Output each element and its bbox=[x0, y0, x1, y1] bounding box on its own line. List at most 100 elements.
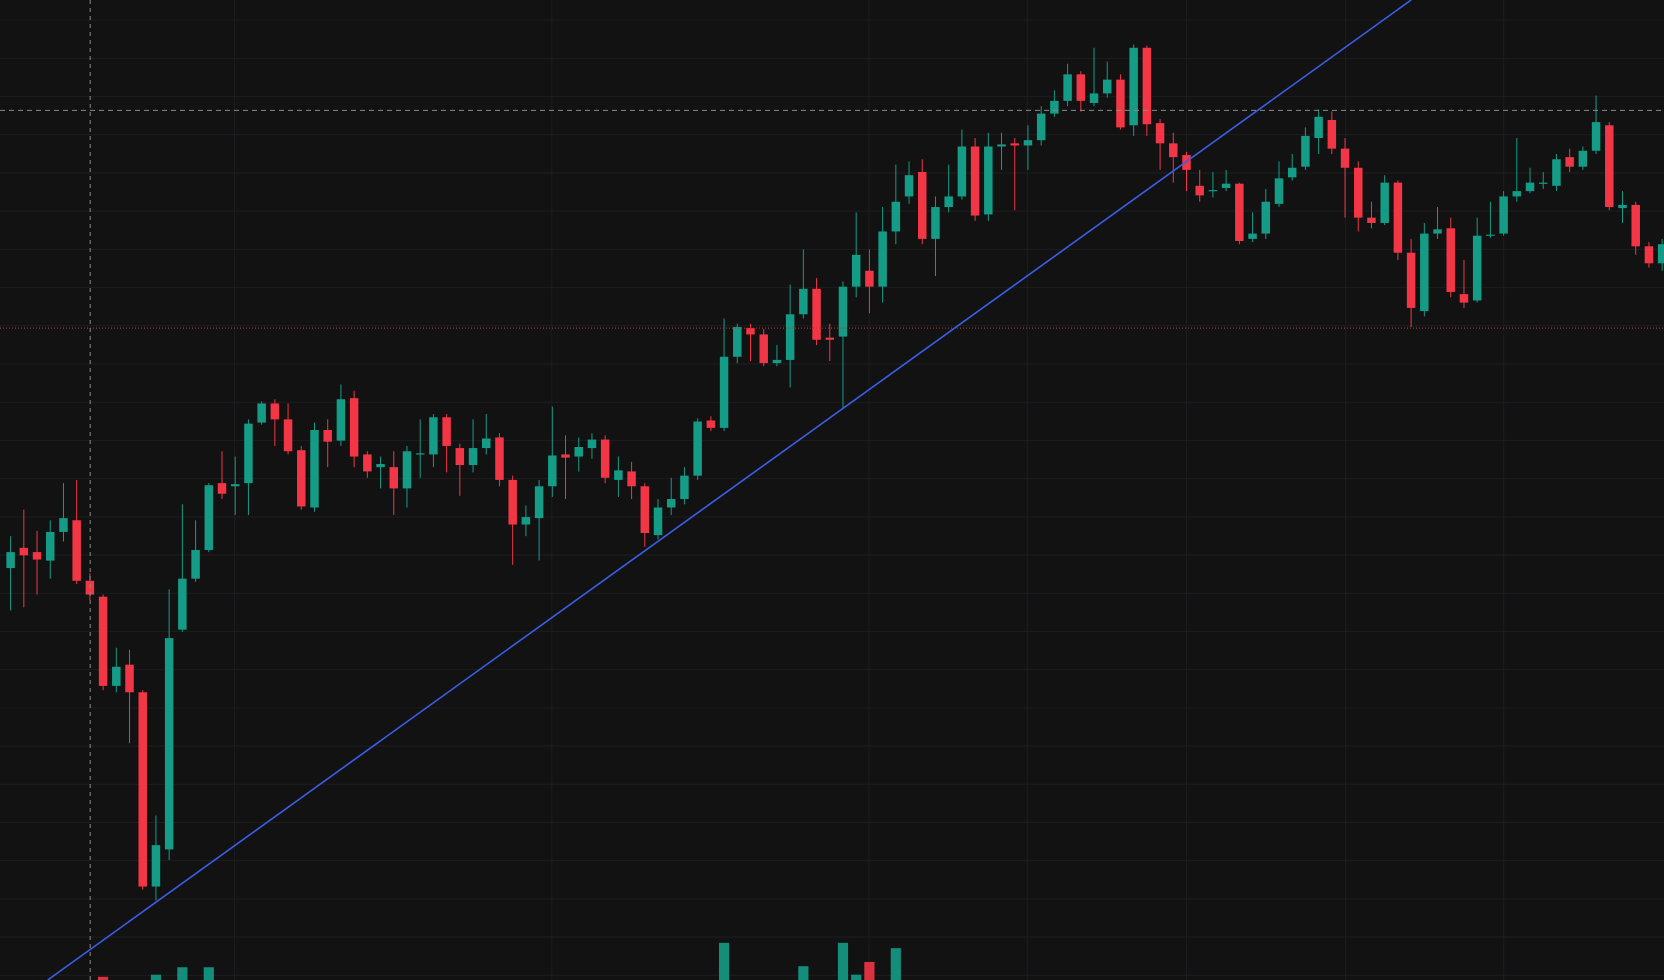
candle-body bbox=[1076, 74, 1086, 101]
candle-body bbox=[1235, 183, 1244, 242]
candle-body bbox=[270, 403, 280, 420]
candle-body bbox=[1327, 119, 1337, 149]
candle-body bbox=[521, 517, 531, 525]
volume-bar bbox=[851, 974, 862, 980]
candle-body bbox=[772, 359, 782, 364]
candle-body bbox=[944, 196, 953, 208]
candle-body bbox=[865, 270, 874, 287]
candle-body bbox=[1063, 74, 1072, 101]
candle-body bbox=[1618, 204, 1627, 209]
candle-body bbox=[6, 552, 15, 569]
candle-body bbox=[1340, 148, 1350, 168]
candle-body bbox=[1221, 183, 1231, 188]
candle-body bbox=[1393, 182, 1403, 253]
candle-body bbox=[653, 507, 663, 536]
candle-body bbox=[1169, 143, 1178, 158]
candle-body bbox=[693, 421, 702, 476]
candle-body bbox=[1129, 47, 1138, 126]
candle-body bbox=[1657, 244, 1664, 264]
candle-body bbox=[600, 439, 610, 478]
candle-body bbox=[1301, 135, 1310, 167]
candle-body bbox=[984, 146, 993, 215]
candle-body bbox=[46, 531, 55, 561]
candle-body bbox=[349, 398, 359, 457]
candle-body bbox=[706, 420, 716, 428]
candle-body bbox=[1287, 167, 1297, 178]
candle-body bbox=[666, 499, 676, 508]
candle-body bbox=[495, 437, 504, 480]
candle-body bbox=[931, 207, 940, 239]
candle-body bbox=[1314, 116, 1323, 139]
candle-body bbox=[1195, 185, 1204, 196]
candle-body bbox=[1631, 204, 1640, 247]
volume-bar bbox=[798, 966, 809, 980]
candle-body bbox=[799, 288, 808, 315]
candle-body bbox=[1446, 228, 1455, 292]
volume-bar bbox=[718, 942, 730, 980]
candle-body bbox=[310, 430, 319, 508]
candle-body bbox=[1578, 150, 1588, 167]
candle-body bbox=[217, 483, 227, 494]
candle-body bbox=[1274, 178, 1284, 204]
candle-body bbox=[429, 417, 438, 455]
candle-body bbox=[164, 638, 174, 850]
candle-body bbox=[1116, 79, 1125, 128]
candle-body bbox=[785, 314, 795, 360]
volume-bar bbox=[98, 976, 109, 980]
volume-bar bbox=[837, 942, 849, 980]
candle-body bbox=[759, 334, 768, 364]
candle-body bbox=[1089, 93, 1099, 103]
candle-body bbox=[1499, 196, 1508, 234]
volume-bar bbox=[150, 974, 162, 980]
candle-body bbox=[402, 451, 412, 489]
candle-body bbox=[1050, 100, 1059, 114]
candle-body bbox=[1010, 143, 1019, 146]
candle-body bbox=[957, 146, 967, 197]
candle-body bbox=[891, 201, 901, 232]
candle-body bbox=[561, 454, 570, 458]
candle-body bbox=[1406, 252, 1416, 308]
candle-body bbox=[574, 446, 583, 457]
candle-body bbox=[1565, 157, 1574, 167]
candle-body bbox=[1208, 190, 1218, 192]
candle-body bbox=[72, 520, 81, 581]
candle-body bbox=[1261, 201, 1271, 234]
candle-body bbox=[283, 419, 293, 452]
volume-bar bbox=[864, 961, 875, 980]
candle-body bbox=[1644, 246, 1654, 264]
candle-body bbox=[838, 286, 848, 337]
candle-body bbox=[482, 438, 491, 449]
candle-body bbox=[1538, 182, 1548, 184]
candle-body bbox=[587, 439, 597, 449]
candle-body bbox=[997, 144, 1006, 147]
candle-body bbox=[1420, 233, 1429, 312]
candle-body bbox=[468, 448, 478, 466]
candle-body bbox=[918, 172, 927, 239]
candle-body bbox=[1102, 79, 1112, 94]
candle-body bbox=[640, 486, 650, 534]
candle-body bbox=[851, 254, 861, 287]
candle-body bbox=[1248, 233, 1257, 239]
candle-body bbox=[32, 552, 42, 560]
candle-body bbox=[904, 175, 914, 197]
candle-body bbox=[812, 288, 821, 340]
candle-body bbox=[244, 423, 253, 484]
candle-body bbox=[1472, 235, 1482, 301]
candle-body bbox=[534, 486, 544, 519]
candle-body bbox=[1486, 234, 1495, 236]
candle-body bbox=[1155, 123, 1165, 144]
candle-body bbox=[125, 664, 134, 693]
candle-body bbox=[1367, 217, 1376, 223]
candle-body bbox=[1525, 182, 1535, 192]
candle-body bbox=[680, 475, 689, 500]
candle-body bbox=[376, 463, 385, 468]
candle-body bbox=[455, 448, 465, 466]
candle-body bbox=[1605, 125, 1614, 208]
candle-body bbox=[297, 450, 306, 507]
candle-body bbox=[415, 453, 425, 455]
candle-body bbox=[151, 845, 161, 887]
candle-body bbox=[363, 454, 372, 472]
candle-body bbox=[614, 470, 623, 480]
